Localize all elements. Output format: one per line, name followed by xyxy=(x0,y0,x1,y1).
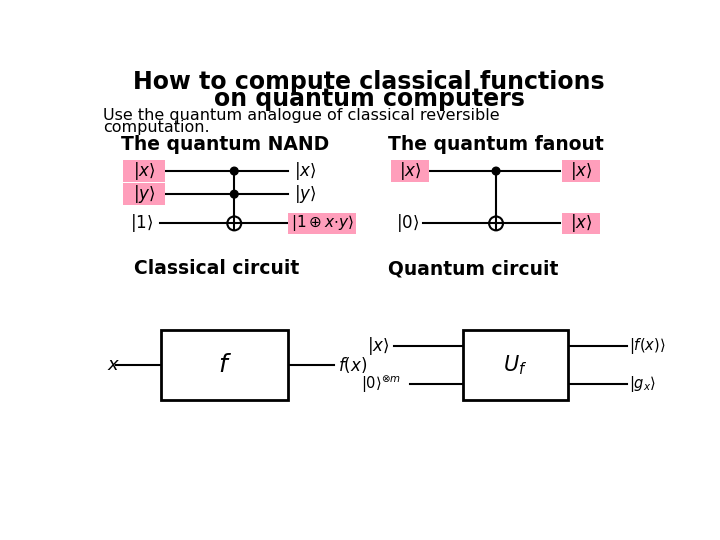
Text: Quantum circuit: Quantum circuit xyxy=(388,259,559,278)
Text: $f(x)$: $f(x)$ xyxy=(338,355,367,375)
Bar xyxy=(562,213,600,234)
Text: $|y\rangle$: $|y\rangle$ xyxy=(133,183,156,205)
Bar xyxy=(123,160,166,182)
Text: The quantum fanout: The quantum fanout xyxy=(388,134,604,153)
Text: $|x\rangle$: $|x\rangle$ xyxy=(367,335,390,357)
Bar xyxy=(390,160,429,182)
Text: How to compute classical functions: How to compute classical functions xyxy=(133,70,605,94)
Circle shape xyxy=(230,167,238,175)
Text: $|x\rangle$: $|x\rangle$ xyxy=(133,160,156,182)
Text: $|1\rangle$: $|1\rangle$ xyxy=(130,212,153,234)
Text: computation.: computation. xyxy=(104,120,210,136)
Text: $|x\rangle$: $|x\rangle$ xyxy=(570,212,592,234)
Text: Use the quantum analogue of classical reversible: Use the quantum analogue of classical re… xyxy=(104,108,500,123)
Bar xyxy=(161,330,288,400)
Text: Classical circuit: Classical circuit xyxy=(134,259,300,278)
Bar xyxy=(288,213,356,234)
Bar xyxy=(463,330,567,400)
Text: on quantum computers: on quantum computers xyxy=(214,87,524,111)
Bar xyxy=(123,184,166,205)
Text: $|x\rangle$: $|x\rangle$ xyxy=(294,160,316,182)
Text: $|f(x)\rangle$: $|f(x)\rangle$ xyxy=(629,336,666,356)
Circle shape xyxy=(492,167,500,175)
Circle shape xyxy=(230,190,238,198)
Text: $f$: $f$ xyxy=(217,353,232,377)
Text: The quantum NAND: The quantum NAND xyxy=(121,134,329,153)
Text: $|g_x\rangle$: $|g_x\rangle$ xyxy=(629,374,657,394)
Text: $x$: $x$ xyxy=(107,356,120,374)
Text: $|0\rangle^{\otimes m}$: $|0\rangle^{\otimes m}$ xyxy=(361,374,400,395)
Text: $U_f$: $U_f$ xyxy=(503,353,528,377)
Text: $|0\rangle$: $|0\rangle$ xyxy=(396,212,419,234)
Text: $|x\rangle$: $|x\rangle$ xyxy=(570,160,592,182)
Text: $|y\rangle$: $|y\rangle$ xyxy=(294,183,316,205)
Text: $|1\oplus x{\cdot}y\rangle$: $|1\oplus x{\cdot}y\rangle$ xyxy=(290,213,354,233)
Bar xyxy=(562,160,600,182)
Text: $|x\rangle$: $|x\rangle$ xyxy=(399,160,421,182)
